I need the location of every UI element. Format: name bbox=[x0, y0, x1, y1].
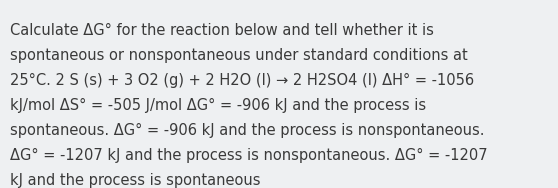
Text: kJ/mol ΔS° = -505 J/mol ΔG° = -906 kJ and the process is: kJ/mol ΔS° = -505 J/mol ΔG° = -906 kJ an… bbox=[10, 98, 426, 113]
Text: 25°C. 2 S (s) + 3 O2 (g) + 2 H2O (l) → 2 H2SO4 (l) ΔH° = -1056: 25°C. 2 S (s) + 3 O2 (g) + 2 H2O (l) → 2… bbox=[10, 73, 474, 88]
Text: spontaneous or nonspontaneous under standard conditions at: spontaneous or nonspontaneous under stan… bbox=[10, 48, 468, 63]
Text: ΔG° = -1207 kJ and the process is nonspontaneous. ΔG° = -1207: ΔG° = -1207 kJ and the process is nonspo… bbox=[10, 148, 488, 163]
Text: Calculate ΔG° for the reaction below and tell whether it is: Calculate ΔG° for the reaction below and… bbox=[10, 23, 434, 38]
Text: spontaneous. ΔG° = -906 kJ and the process is nonspontaneous.: spontaneous. ΔG° = -906 kJ and the proce… bbox=[10, 123, 484, 138]
Text: kJ and the process is spontaneous: kJ and the process is spontaneous bbox=[10, 173, 261, 188]
